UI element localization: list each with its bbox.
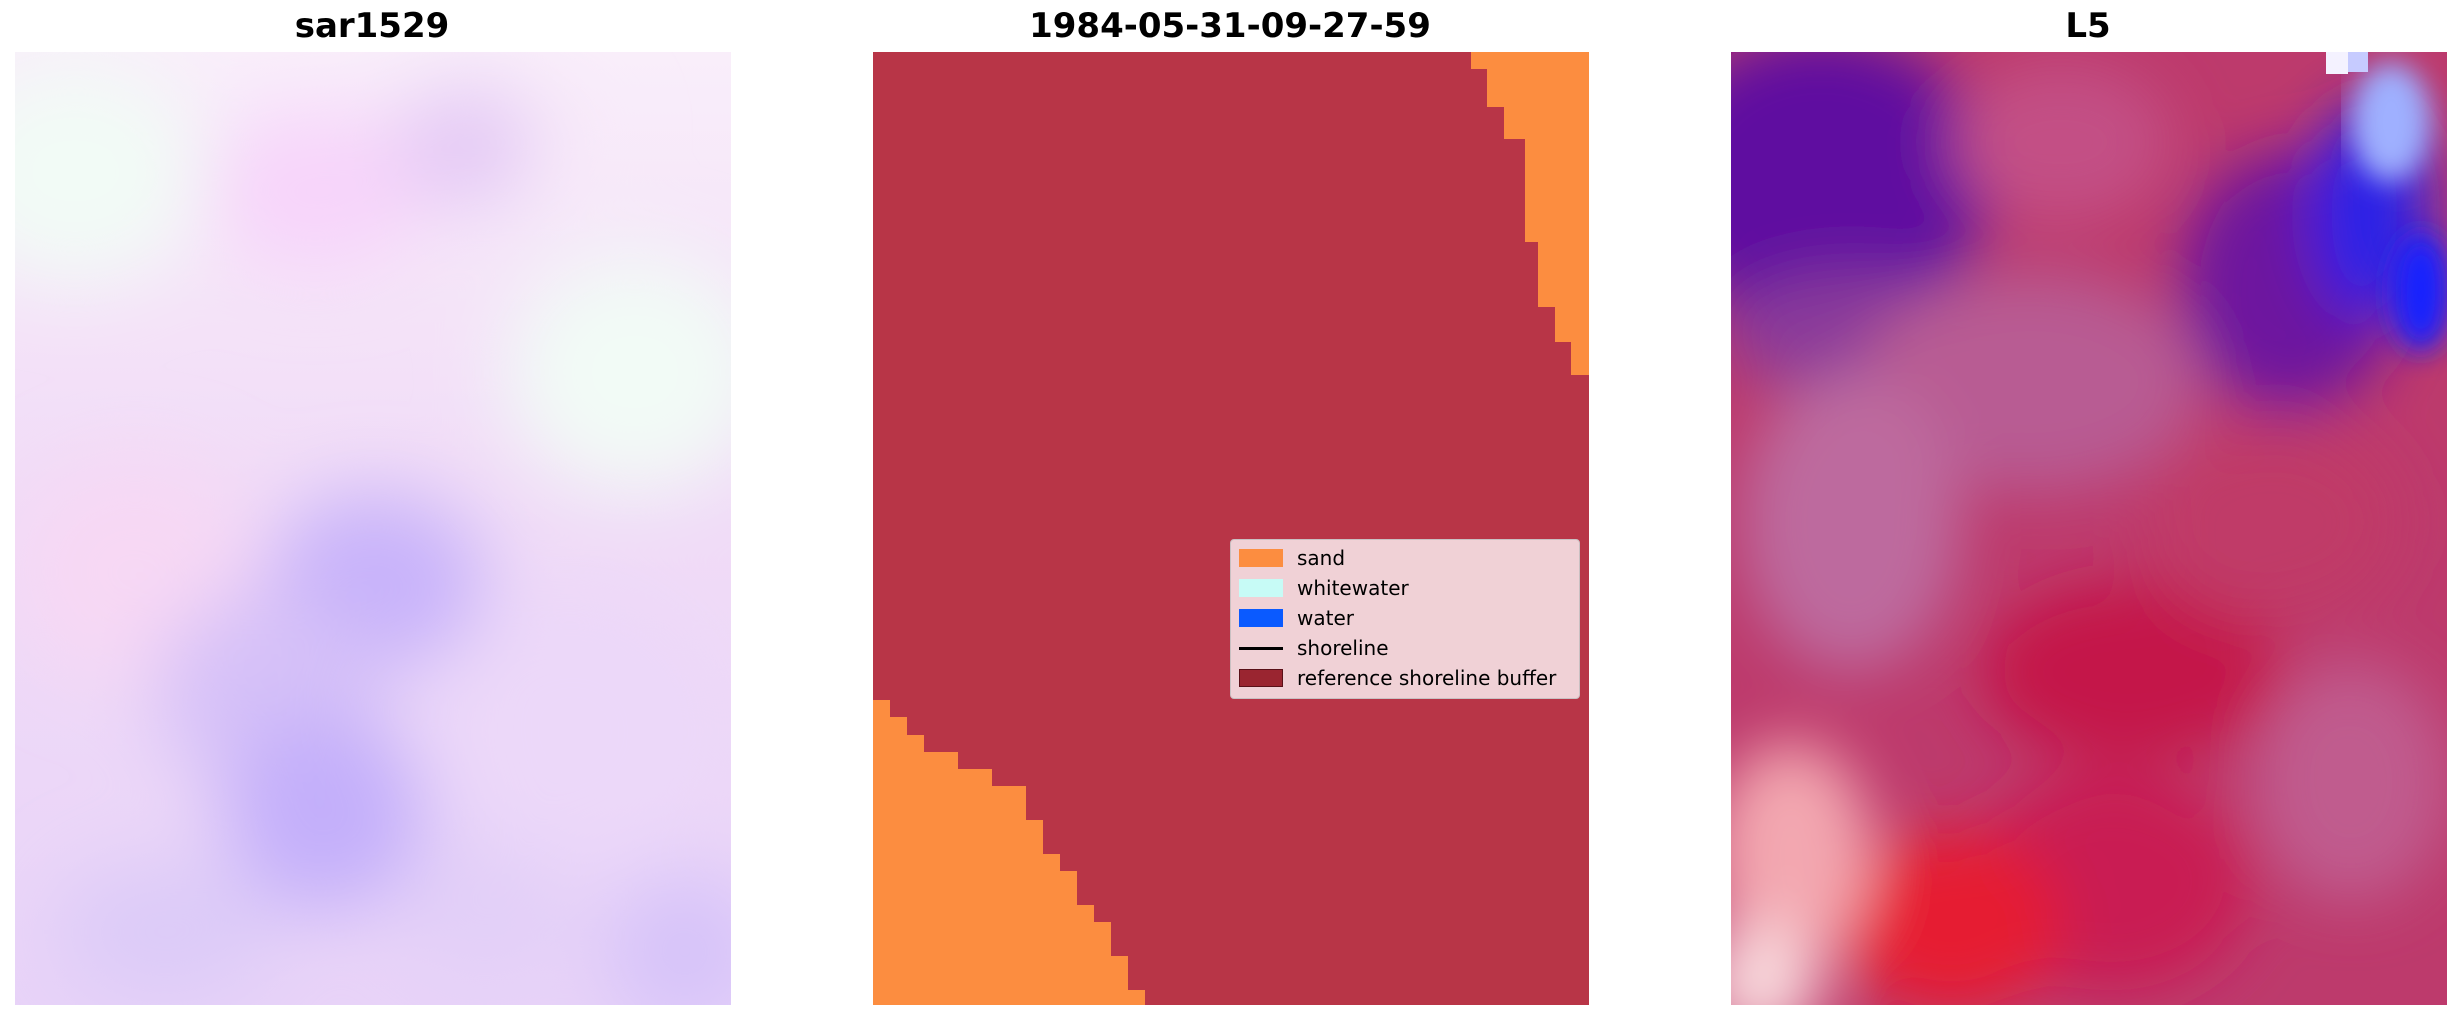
sar-image-panel — [15, 52, 731, 1005]
classification-panel — [873, 52, 1589, 1005]
legend-label: water — [1297, 606, 1354, 630]
legend-label: reference shoreline buffer — [1297, 666, 1557, 690]
panel-title-l5: L5 — [2065, 6, 2111, 46]
panel-title-classification: 1984-05-31-09-27-59 — [1029, 6, 1431, 46]
water-swatch-icon — [1239, 609, 1283, 627]
classification-map — [873, 52, 1589, 1005]
legend-item-whitewater: whitewater — [1239, 576, 1409, 600]
legend-label: sand — [1297, 546, 1346, 570]
sand-area-bottom-left — [873, 700, 1145, 1005]
legend-item-water: water — [1239, 606, 1354, 630]
legend-label: shoreline — [1297, 636, 1389, 660]
l5-image-panel — [1731, 52, 2447, 1005]
shoreline-line-icon — [1239, 646, 1283, 650]
whitewater-swatch-icon — [1239, 579, 1283, 597]
panel-title-sar: sar1529 — [294, 6, 450, 46]
legend-item-reference-buffer: reference shoreline buffer — [1239, 666, 1556, 690]
legend-label: whitewater — [1297, 576, 1409, 600]
legend-item-sand: sand — [1239, 546, 1345, 570]
legend: sand whitewater water shoreline referenc… — [1230, 539, 1580, 699]
sar-image — [15, 52, 731, 1005]
legend-item-shoreline: shoreline — [1239, 636, 1389, 660]
buffer-swatch-icon — [1239, 669, 1283, 687]
sand-area-top-right — [1471, 52, 1589, 375]
l5-image — [1731, 52, 2447, 1005]
sand-swatch-icon — [1239, 549, 1283, 567]
